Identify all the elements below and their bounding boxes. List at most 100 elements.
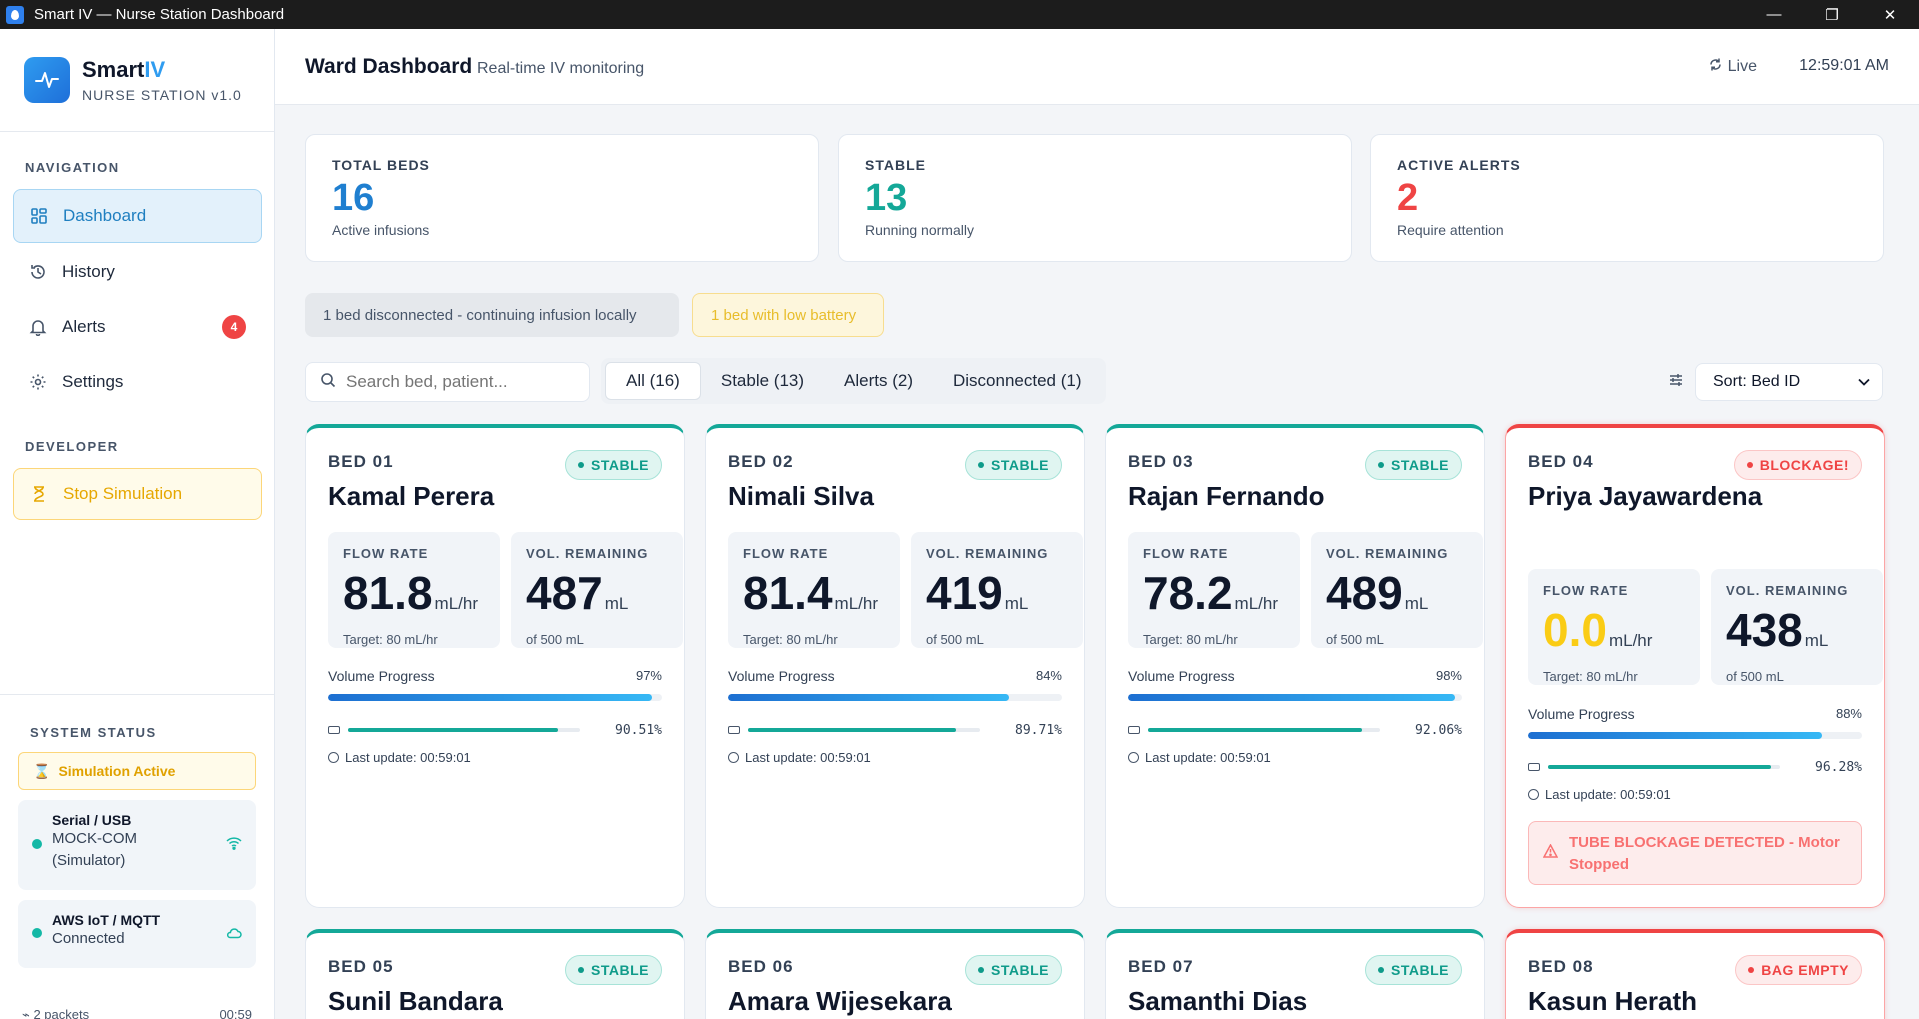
bed-card[interactable]: BED 06 Amara Wijesekara STABLE <box>705 929 1085 1019</box>
clock-icon <box>1128 752 1139 763</box>
refresh-icon <box>1709 57 1722 77</box>
status-dot <box>32 839 42 849</box>
blockage-alert: TUBE BLOCKAGE DETECTED - Motor Stopped <box>1528 821 1862 885</box>
sidebar: SmartIV NURSE STATION v1.0 NAVIGATION Da… <box>0 29 275 1019</box>
app-icon <box>6 5 24 24</box>
volume-progress-percent: 84% <box>1035 668 1062 683</box>
close-button[interactable]: ✕ <box>1883 6 1897 24</box>
sidebar-item-settings[interactable]: Settings <box>13 355 262 409</box>
activity-icon: ⌁ <box>22 1007 30 1019</box>
tab-disconnected[interactable]: Disconnected (1) <box>953 371 1082 390</box>
volume-progress-percent: 97% <box>635 668 662 683</box>
warning-icon <box>1542 843 1559 865</box>
sidebar-item-label: History <box>62 262 115 281</box>
page-header: Ward Dashboard Real-time IV monitoring L… <box>275 29 1919 105</box>
battery-icon <box>328 726 340 734</box>
bed-card-alert[interactable]: BED 08 Kasun Herath BAG EMPTY <box>1505 929 1885 1019</box>
stat-value: 2 <box>1397 177 1419 219</box>
battery-percent: 90.51% <box>615 722 662 738</box>
volume-progress-percent: 88% <box>1835 706 1862 721</box>
volume-metric: VOL. REMAINING 489 mL of 500 mL <box>1311 532 1483 648</box>
sidebar-item-label: Dashboard <box>63 206 147 225</box>
bell-icon <box>28 317 48 337</box>
sidebar-item-label: Alerts <box>62 317 106 336</box>
battery-row: 89.71% <box>728 722 1062 738</box>
last-update: Last update: 00:59:01 <box>1128 750 1271 765</box>
bed-card[interactable]: BED 03 Rajan Fernando STABLE FLOW RATE 7… <box>1105 424 1485 908</box>
bed-card[interactable]: BED 05 Sunil Bandara STABLE <box>305 929 685 1019</box>
volume-progress-percent: 98% <box>1435 668 1462 683</box>
flow-rate-metric: FLOW RATE 81.8 mL/hr Target: 80 mL/hr <box>328 532 500 648</box>
search-icon <box>320 372 336 393</box>
patient-name: Samanthi Dias <box>1128 986 1308 1016</box>
volume-metric: VOL. REMAINING 487 mL of 500 mL <box>511 532 683 648</box>
flow-rate-metric: FLOW RATE 81.4 mL/hr Target: 80 mL/hr <box>728 532 900 648</box>
stop-simulation-button[interactable]: Stop Simulation <box>13 468 262 520</box>
status-badge: BLOCKAGE! <box>1733 450 1862 480</box>
bed-card[interactable]: BED 02 Nimali Silva STABLE FLOW RATE 81.… <box>705 424 1085 908</box>
patient-name: Kasun Herath <box>1528 986 1698 1016</box>
search-box[interactable] <box>305 362 590 402</box>
sliders-icon[interactable] <box>1668 372 1684 393</box>
bed-card-alert[interactable]: BED 04 Priya Jayawardena BLOCKAGE! FLOW … <box>1505 424 1885 908</box>
status-badge: STABLE <box>965 955 1062 985</box>
status-badge: STABLE <box>965 450 1062 480</box>
battery-percent: 89.71% <box>1015 722 1062 738</box>
sort-select[interactable]: Sort: Bed ID <box>1695 363 1883 401</box>
patient-name: Nimali Silva <box>728 481 874 511</box>
status-badge: STABLE <box>565 955 662 985</box>
hourglass-icon <box>29 484 49 504</box>
patient-name: Priya Jayawardena <box>1528 481 1763 511</box>
live-indicator: Live <box>1709 57 1757 77</box>
window-title: Smart IV — Nurse Station Dashboard <box>34 6 285 23</box>
stat-value: 13 <box>865 177 908 219</box>
system-status-heading: SYSTEM STATUS <box>30 725 157 740</box>
stat-value: 16 <box>332 177 375 219</box>
filter-tabs: All (16) Stable (13) Alerts (2) Disconne… <box>601 358 1106 404</box>
battery-icon <box>1128 726 1140 734</box>
tab-all[interactable]: All (16) <box>605 362 701 400</box>
stat-card-stable: STABLE 13 Running normally <box>838 134 1352 262</box>
search-input[interactable] <box>346 372 566 392</box>
volume-progress-bar <box>1128 694 1462 701</box>
status-badge: STABLE <box>565 450 662 480</box>
history-icon <box>28 262 48 282</box>
gear-icon <box>28 372 48 392</box>
flow-rate-metric: FLOW RATE 78.2 mL/hr Target: 80 mL/hr <box>1128 532 1300 648</box>
bed-card[interactable]: BED 01 Kamal Perera STABLE FLOW RATE 81.… <box>305 424 685 908</box>
maximize-button[interactable]: ❐ <box>1825 6 1839 24</box>
last-update: Last update: 00:59:01 <box>328 750 471 765</box>
clock-icon <box>328 752 339 763</box>
volume-progress-bar <box>728 694 1062 701</box>
patient-name: Kamal Perera <box>328 481 495 511</box>
brand-subtitle: NURSE STATION v1.0 <box>82 87 242 103</box>
cloud-icon <box>226 926 242 942</box>
nav-heading: NAVIGATION <box>25 160 120 175</box>
status-badge: BAG EMPTY <box>1735 955 1862 985</box>
tab-alerts[interactable]: Alerts (2) <box>844 371 913 390</box>
patient-name: Rajan Fernando <box>1128 481 1325 511</box>
sidebar-item-dashboard[interactable]: Dashboard <box>13 189 262 243</box>
battery-row: 96.28% <box>1528 760 1862 775</box>
serial-connection: Serial / USB MOCK-COM (Simulator) <box>18 800 256 890</box>
bed-card[interactable]: BED 07 Samanthi Dias STABLE <box>1105 929 1485 1019</box>
window-titlebar: Smart IV — Nurse Station Dashboard — ❐ ✕ <box>0 0 1919 29</box>
sidebar-item-alerts[interactable]: Alerts 4 <box>13 300 262 354</box>
sidebar-item-label: Settings <box>62 372 124 391</box>
battery-icon <box>728 726 740 734</box>
pulse-logo-icon <box>24 57 70 103</box>
brand-name: SmartIV <box>82 57 166 82</box>
volume-metric: VOL. REMAINING 438 mL of 500 mL <box>1711 569 1883 685</box>
developer-heading: DEVELOPER <box>25 439 119 454</box>
minimize-button[interactable]: — <box>1766 6 1782 23</box>
sidebar-item-history[interactable]: History <box>13 245 262 299</box>
alerts-count-badge: 4 <box>222 315 246 339</box>
tab-stable[interactable]: Stable (13) <box>720 371 805 390</box>
flow-rate-metric: FLOW RATE 0.0 mL/hr Target: 80 mL/hr <box>1528 569 1700 685</box>
battery-icon <box>1528 763 1540 771</box>
volume-progress-bar <box>1528 732 1862 739</box>
clock-icon <box>1528 789 1539 800</box>
status-badge: STABLE <box>1365 450 1462 480</box>
low-battery-notice[interactable]: 1 bed with low battery <box>692 293 884 337</box>
disconnected-notice[interactable]: 1 bed disconnected - continuing infusion… <box>305 293 679 337</box>
